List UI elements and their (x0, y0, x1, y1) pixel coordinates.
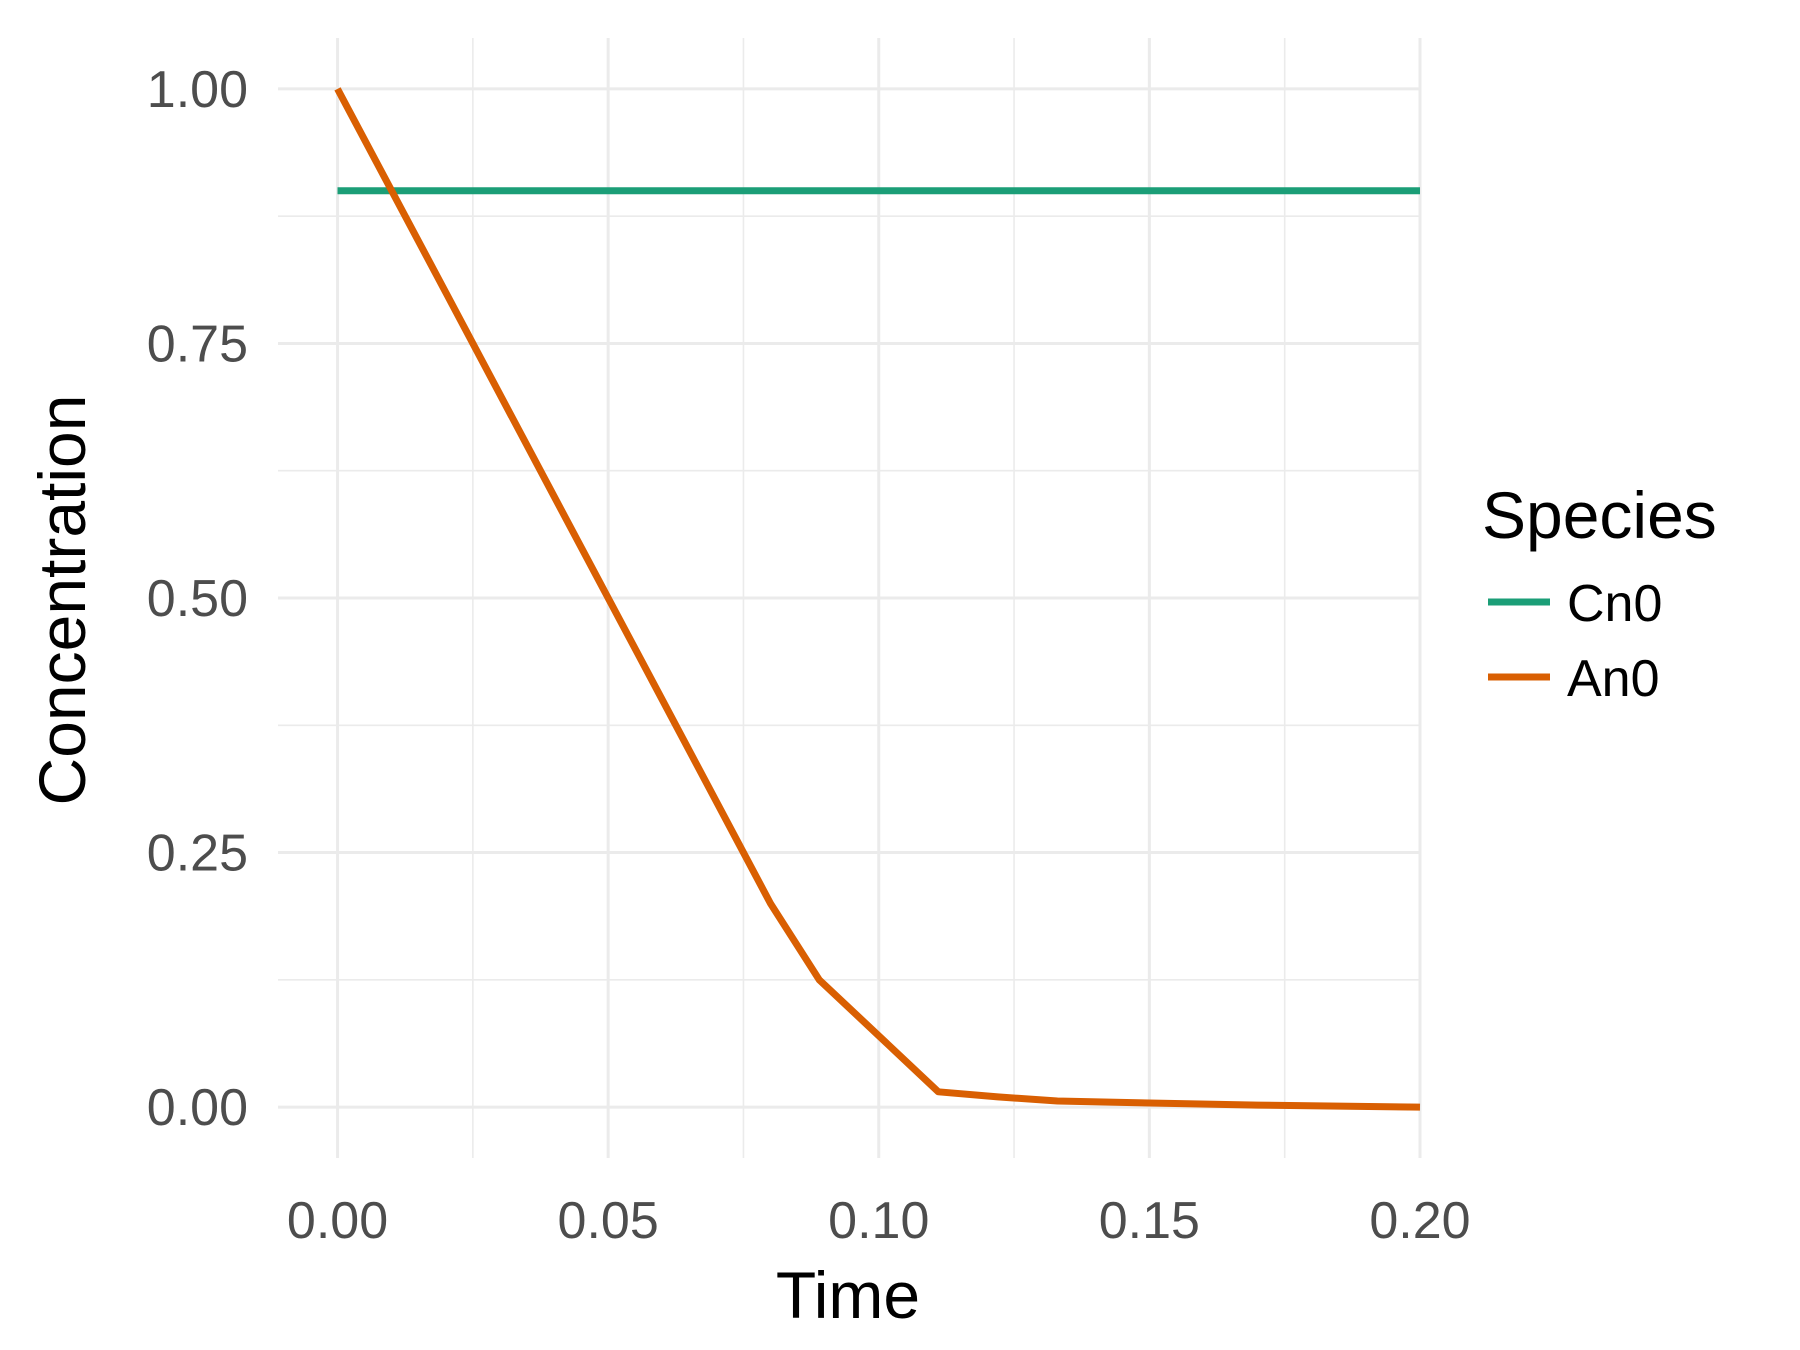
legend-label: An0 (1567, 650, 1660, 708)
x-tick-label: 0.00 (287, 1192, 388, 1250)
x-axis-title: Time (776, 1258, 920, 1332)
y-tick-label: 0.00 (147, 1079, 248, 1137)
series-lines (334, 87, 1421, 1111)
y-axis-ticks: 0.00 0.25 0.50 0.75 1.00 (147, 61, 248, 1137)
legend-title: Species (1482, 478, 1717, 552)
y-tick-label: 0.50 (147, 570, 248, 628)
x-axis-ticks: 0.00 0.05 0.10 0.15 0.20 (287, 1192, 1471, 1250)
legend-item-an0: An0 (1488, 650, 1660, 708)
y-tick-label: 1.00 (147, 61, 248, 119)
y-tick-label: 0.25 (147, 825, 248, 883)
x-tick-label: 0.15 (1099, 1192, 1200, 1250)
series-line-an0 (334, 87, 1421, 1111)
x-tick-label: 0.20 (1369, 1192, 1470, 1250)
y-tick-label: 0.75 (147, 315, 248, 373)
x-tick-label: 0.05 (558, 1192, 659, 1250)
legend-label: Cn0 (1567, 575, 1662, 633)
x-tick-label: 0.10 (828, 1192, 929, 1250)
grid-lines (278, 38, 1422, 1158)
legend-item-cn0: Cn0 (1488, 575, 1662, 633)
y-axis-title: Concentration (25, 395, 99, 806)
